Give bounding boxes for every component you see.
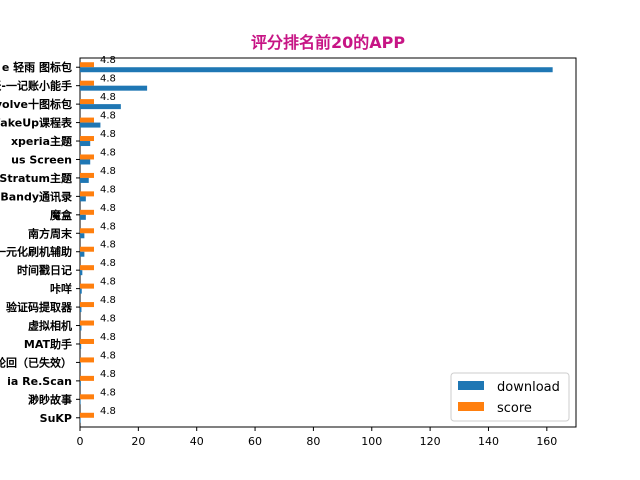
score-bar xyxy=(80,320,95,326)
y-category-label: us Screen xyxy=(11,153,72,166)
plot-frame xyxy=(79,57,577,428)
y-category-label: 咔咩 xyxy=(50,282,72,296)
score-data-label: 4.8 xyxy=(100,92,116,103)
download-bar xyxy=(80,417,81,423)
download-bar xyxy=(80,325,82,331)
y-category-label: Bandy通讯录 xyxy=(0,190,72,203)
score-bar xyxy=(80,62,95,68)
score-data-label: 4.8 xyxy=(100,314,116,325)
score-bar xyxy=(80,394,95,400)
legend-swatch-download xyxy=(458,381,484,390)
score-data-label: 4.8 xyxy=(100,55,116,66)
download-bar xyxy=(80,233,85,239)
download-bar xyxy=(80,362,81,368)
download-bar xyxy=(80,288,82,294)
score-bar xyxy=(80,302,95,308)
score-data-label: 4.8 xyxy=(100,221,116,232)
score-bar xyxy=(80,99,95,105)
score-data-label: 4.8 xyxy=(100,295,116,306)
legend-label-score: score xyxy=(497,401,532,416)
y-category-label: e 轻雨 图标包 xyxy=(2,60,72,74)
download-bar xyxy=(80,307,82,313)
score-bar xyxy=(80,375,95,381)
y-category-label: SuKP xyxy=(40,412,72,425)
x-tick-label: 80 xyxy=(306,435,320,448)
x-tick-label: 100 xyxy=(361,435,382,448)
download-bar xyxy=(80,399,81,405)
y-category-label: 验证码提取器 xyxy=(6,300,73,314)
y-category-label: 轮回（已失效） xyxy=(0,355,72,369)
score-data-label: 4.8 xyxy=(100,369,116,380)
score-bar xyxy=(80,412,95,418)
score-data-label: 4.8 xyxy=(100,258,116,269)
chart-title: 评分排名前20的APP xyxy=(251,33,405,52)
download-bar xyxy=(80,270,83,276)
x-tick-label: 60 xyxy=(248,435,262,448)
score-bar xyxy=(80,228,95,234)
y-category-label: xperia主题 xyxy=(11,134,73,148)
x-tick-label: 120 xyxy=(420,435,441,448)
score-bar xyxy=(80,265,95,271)
score-bar xyxy=(80,246,95,252)
download-bar xyxy=(80,67,553,73)
y-category-label: MAT助手 xyxy=(24,337,72,351)
x-tick-label: 140 xyxy=(478,435,499,448)
download-bar xyxy=(80,104,121,110)
download-bar xyxy=(80,343,82,349)
score-bar xyxy=(80,154,95,160)
score-data-label: 4.8 xyxy=(100,147,116,158)
download-bar xyxy=(80,196,86,202)
download-bar xyxy=(80,159,91,165)
score-data-label: 4.8 xyxy=(100,203,116,214)
y-category-label: 时间戳日记 xyxy=(17,263,72,277)
score-bar xyxy=(80,172,95,178)
score-data-label: 4.8 xyxy=(100,240,116,251)
y-category-label: 一元化刷机辅助 xyxy=(0,245,72,259)
x-tick-label: 20 xyxy=(131,435,145,448)
score-data-label: 4.8 xyxy=(100,332,116,343)
y-category-label: 鲨鱼记账-一记账小能手 xyxy=(0,79,72,93)
y-category-label: ia Re.Scan xyxy=(7,375,72,388)
score-data-label: 4.8 xyxy=(100,166,116,177)
download-bar xyxy=(80,380,81,386)
score-bar xyxy=(80,117,95,123)
score-bar xyxy=(80,191,95,197)
score-data-label: 4.8 xyxy=(100,74,116,85)
score-data-label: 4.8 xyxy=(100,111,116,122)
y-category-label: Stratum主题 xyxy=(0,171,73,185)
y-category-label: WakeUp课程表 xyxy=(0,116,73,130)
download-bar xyxy=(80,122,101,128)
y-category-label: 魔盒 xyxy=(50,208,73,222)
x-tick-label: 40 xyxy=(190,435,204,448)
plot-area: 0 20 40 60 80 100 120 140 160 e 轻雨 图标包 4.8 鲨鱼记账-一记账… xyxy=(0,55,577,448)
score-data-label: 4.8 xyxy=(100,129,116,140)
y-category-label: 虚拟相机 xyxy=(28,319,72,333)
download-bar xyxy=(80,177,89,183)
score-data-label: 4.8 xyxy=(100,406,116,417)
score-data-label: 4.8 xyxy=(100,350,116,361)
score-bar xyxy=(80,80,95,86)
legend-swatch-score xyxy=(458,402,484,411)
download-bar xyxy=(80,141,91,147)
score-bar xyxy=(80,283,95,289)
y-category-label: Evolve十图标包 xyxy=(0,97,72,111)
score-bar xyxy=(80,357,95,363)
score-bar xyxy=(80,338,95,344)
score-bar xyxy=(80,136,95,142)
x-tick-label: 0 xyxy=(77,435,84,448)
download-bar xyxy=(80,85,148,91)
score-data-label: 4.8 xyxy=(100,277,116,288)
download-bar xyxy=(80,251,85,257)
legend: download score xyxy=(450,372,570,422)
score-data-label: 4.8 xyxy=(100,184,116,195)
score-data-label: 4.8 xyxy=(100,387,116,398)
x-tick-label: 160 xyxy=(536,435,557,448)
download-bar xyxy=(80,214,86,220)
score-bar xyxy=(80,209,95,215)
y-category-label: 南方周末 xyxy=(28,226,73,240)
y-category-label: 渺眇故事 xyxy=(28,392,72,406)
legend-label-download: download xyxy=(497,380,560,395)
